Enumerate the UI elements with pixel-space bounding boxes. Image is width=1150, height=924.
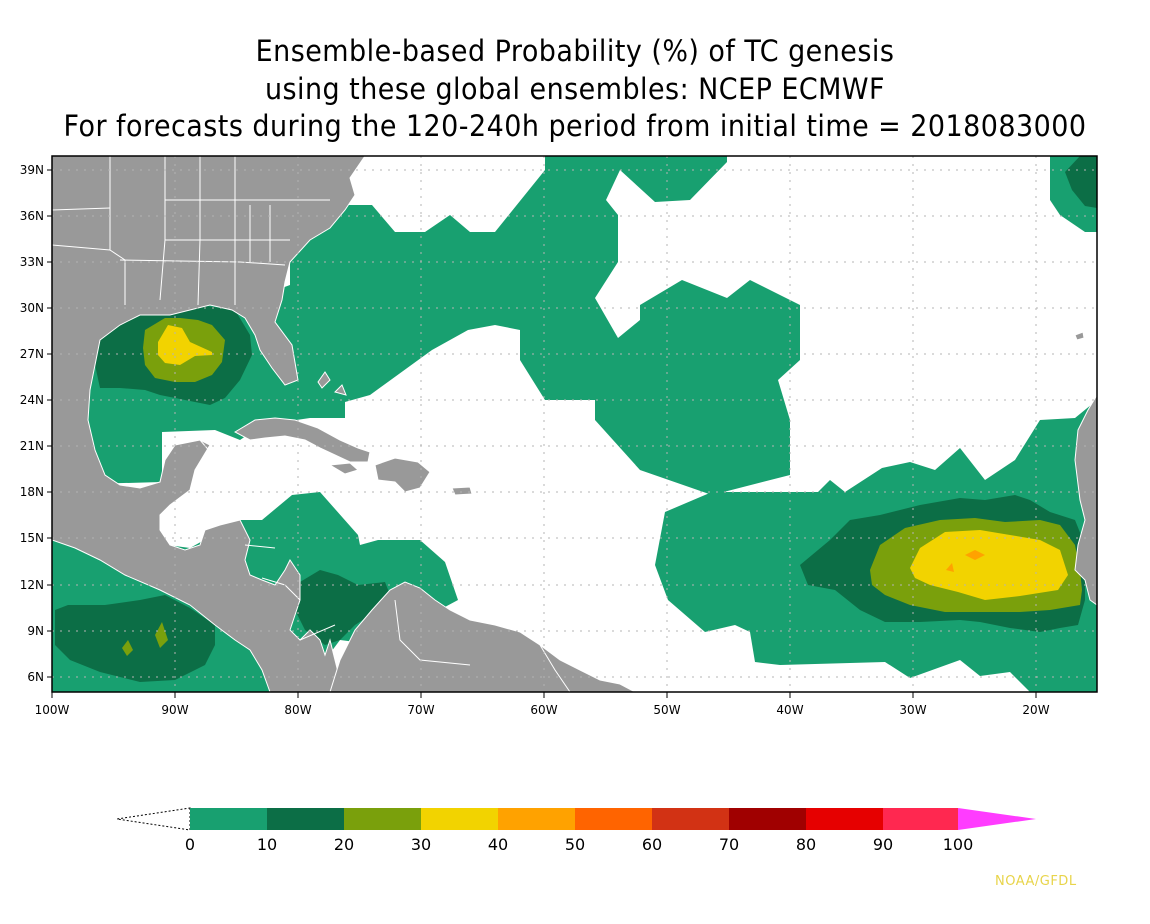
colorbar-label: 20: [334, 835, 354, 854]
lat-label: 9N: [27, 624, 44, 638]
prob-level-30-40: [158, 325, 1068, 600]
colorbar-label: 90: [873, 835, 893, 854]
colorbar-label: 50: [565, 835, 585, 854]
prob-area-east-pacific-20b: [122, 640, 133, 656]
colorbar-segment: [652, 808, 729, 830]
lat-tick: 12N: [20, 578, 52, 592]
land-hispaniola: [374, 457, 431, 493]
title-line-2: using these global ensembles: NCEP ECMWF: [264, 72, 886, 106]
land-africa: [1074, 394, 1097, 606]
lat-tick: 21N: [20, 439, 52, 453]
colorbar-segment: [421, 808, 498, 830]
lat-label: 24N: [20, 393, 44, 407]
land-puerto-rico: [451, 486, 473, 496]
prob-area-east-atlantic-40: [965, 550, 985, 560]
lon-label: 40W: [776, 703, 803, 717]
lat-tick: 24N: [20, 393, 52, 407]
land: [52, 156, 1097, 692]
prob-area-east-pacific-20: [155, 622, 168, 648]
prob-area-northeast-10: [1065, 156, 1097, 208]
lat-label: 27N: [20, 347, 44, 361]
lon-tick: 50W: [653, 692, 681, 717]
lat-label: 30N: [20, 301, 44, 315]
lon-tick: 40W: [776, 692, 804, 717]
colorbar-segment: [883, 808, 958, 830]
prob-level-40-50: [946, 550, 985, 572]
lat-tick: 27N: [20, 347, 52, 361]
colorbar-label: 60: [642, 835, 662, 854]
lon-tick: 90W: [161, 692, 189, 717]
colorbar-label: 40: [488, 835, 508, 854]
lat-tick: 30N: [20, 301, 52, 315]
lon-tick: 30W: [899, 692, 927, 717]
colorbar-segment: [190, 808, 267, 830]
prob-area-bahamas: [295, 390, 345, 418]
colorbar-segment: [806, 808, 883, 830]
lat-tick: 9N: [27, 624, 52, 638]
state-borders: [52, 156, 571, 692]
lat-label: 33N: [20, 255, 44, 269]
grid: [52, 156, 1097, 692]
lat-tick: 33N: [20, 255, 52, 269]
colorbar-label: 10: [257, 835, 277, 854]
credit-text: NOAA/GFDL: [995, 874, 1077, 889]
colorbar-label: 0: [185, 835, 195, 854]
lat-label: 15N: [20, 531, 44, 545]
lat-axis: 39N 36N 33N 30N 27N 24N 21N 18N 15N 12N …: [20, 163, 52, 684]
colorbar-segment: [344, 808, 421, 830]
land-south-america: [329, 581, 636, 692]
land-bahamas-2: [334, 384, 347, 396]
colorbar-label: 100: [943, 835, 974, 854]
lat-label: 6N: [27, 670, 44, 684]
lon-label: 50W: [653, 703, 680, 717]
lat-tick: 36N: [20, 209, 52, 223]
prob-area-west-atlantic: [52, 156, 800, 495]
prob-area-east-atlantic-30: [910, 530, 1068, 600]
land-bahamas: [317, 371, 331, 389]
lon-label: 100W: [35, 703, 70, 717]
colorbar-label: 30: [411, 835, 431, 854]
lon-axis: 100W 90W 80W 70W 60W 50W 40W 30W 20W: [35, 692, 1050, 717]
land-cuba: [233, 417, 371, 463]
prob-area-gulf-30: [158, 325, 212, 365]
lat-tick: 15N: [20, 531, 52, 545]
colorbar-label: 80: [796, 835, 816, 854]
lat-label: 18N: [20, 485, 44, 499]
title-line-3: For forecasts during the 120-240h period…: [63, 109, 1087, 143]
colorbar-over-arrow: [958, 808, 1036, 830]
lon-label: 20W: [1022, 703, 1049, 717]
colorbar-segment: [575, 808, 652, 830]
colorbar-under-arrow: [116, 807, 191, 831]
colorbar-segment: [729, 808, 806, 830]
lon-label: 70W: [407, 703, 434, 717]
lon-tick: 70W: [407, 692, 435, 717]
lat-label: 12N: [20, 578, 44, 592]
colorbar: 0 10 20 30 40 50 60 70 80 90 100: [116, 807, 1036, 854]
lat-tick: 39N: [20, 163, 52, 177]
lon-label: 30W: [899, 703, 926, 717]
lat-label: 39N: [20, 163, 44, 177]
lon-label: 90W: [161, 703, 188, 717]
lon-label: 60W: [530, 703, 557, 717]
colorbar-segment: [267, 808, 344, 830]
prob-area-caribbean-10: [295, 570, 392, 645]
land-jamaica: [328, 462, 360, 475]
title-line-1: Ensemble-based Probability (%) of TC gen…: [255, 34, 895, 68]
land-canary: [1074, 331, 1085, 341]
lon-tick: 20W: [1022, 692, 1050, 717]
lon-tick: 60W: [530, 692, 558, 717]
colorbar-segment: [498, 808, 575, 830]
prob-area-east-atlantic-40b: [946, 563, 954, 572]
map-content: [52, 156, 1097, 692]
lat-label: 21N: [20, 439, 44, 453]
lat-tick: 18N: [20, 485, 52, 499]
lat-label: 36N: [20, 209, 44, 223]
lat-tick: 6N: [27, 670, 52, 684]
lon-tick: 80W: [284, 692, 312, 717]
lon-label: 80W: [284, 703, 311, 717]
colorbar-label: 70: [719, 835, 739, 854]
map-frame: [51, 155, 1098, 693]
lon-tick: 100W: [35, 692, 70, 717]
